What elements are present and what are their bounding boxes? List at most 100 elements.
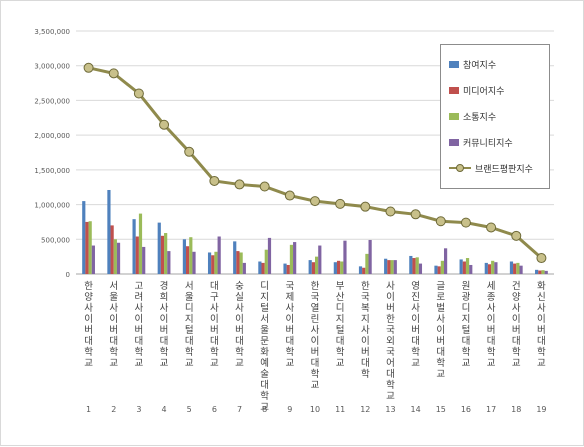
legend-label-community: 커뮤니티지수 [463, 138, 513, 149]
legend-item-brand-reputation: 브랜드평판지수 [449, 155, 543, 181]
brand-reputation-point [234, 179, 245, 190]
bar [384, 258, 388, 274]
legend: 참여지수 미디어지수 소통지수 커뮤니티지수 브랜드평판지수 [440, 44, 550, 189]
bar [538, 270, 542, 274]
legend-label-communication: 소통지수 [463, 112, 497, 123]
bar [462, 261, 466, 274]
legend-swatch-communication [449, 112, 459, 120]
y-tick-label: 1,000,000 [34, 202, 70, 210]
brand-reputation-point [536, 253, 547, 264]
brand-reputation-point [284, 190, 295, 201]
bar [469, 264, 473, 274]
x-index-label: 18 [511, 405, 521, 414]
brand-reputation-point [108, 68, 119, 79]
legend-swatch-participation [449, 60, 459, 68]
x-index-label: 3 [136, 405, 141, 414]
bar [110, 225, 114, 274]
legend-label-media: 미디어지수 [463, 86, 505, 97]
bar [293, 242, 297, 274]
legend-swatch-community [449, 138, 459, 146]
legend-label-participation: 참여지수 [463, 60, 497, 71]
bar [393, 260, 397, 274]
bar [157, 222, 161, 274]
bar [340, 261, 344, 274]
bar [267, 237, 272, 274]
bar [88, 221, 92, 274]
y-tick-label: 0 [66, 271, 70, 279]
bar [343, 240, 347, 274]
bar [116, 242, 121, 274]
bar [132, 219, 136, 274]
bar [519, 265, 523, 274]
brand-reputation-point [259, 181, 270, 192]
bar [509, 261, 514, 274]
legend-label-brand-reputation: 브랜드평판지수 [475, 164, 533, 175]
legend-line-brand-reputation [449, 164, 471, 172]
bar [258, 261, 262, 274]
bar [167, 251, 171, 274]
bar [138, 213, 143, 274]
x-index-label: 11 [335, 405, 345, 414]
brand-reputation-point [486, 222, 497, 233]
bar [418, 263, 423, 274]
bar [164, 233, 168, 274]
bar [214, 251, 218, 274]
bar [286, 264, 290, 274]
x-index-label: 17 [486, 405, 496, 414]
brand-reputation-point [385, 206, 396, 217]
y-tick-label: 1,500,000 [34, 167, 70, 175]
bar [459, 259, 463, 274]
bar [318, 245, 322, 274]
brand-reputation-point [184, 146, 195, 157]
legend-item-media: 미디어지수 [449, 77, 543, 103]
bar [336, 260, 341, 274]
bar [107, 189, 111, 274]
bar [443, 248, 448, 274]
brand-reputation-point [159, 119, 170, 130]
bar [85, 221, 89, 274]
bar [491, 260, 495, 274]
bar [217, 236, 221, 274]
x-index-label: 16 [461, 405, 471, 414]
brand-reputation-point [209, 175, 220, 186]
x-index-label: 5 [187, 405, 192, 414]
x-index-label: 12 [360, 405, 370, 414]
x-index-label: 4 [162, 405, 167, 414]
x-index-label: 6 [212, 405, 217, 414]
bar [358, 266, 363, 274]
bar [440, 260, 444, 274]
bar [390, 260, 394, 274]
x-index-label: 7 [237, 405, 242, 414]
bar [192, 251, 196, 274]
bar [186, 246, 190, 274]
bar [409, 255, 413, 274]
bar [182, 239, 187, 274]
bar [365, 253, 369, 274]
brand-reputation-point [511, 230, 522, 241]
bar [239, 252, 243, 274]
legend-item-community: 커뮤니티지수 [449, 129, 543, 155]
x-index-label: 13 [385, 405, 395, 414]
brand-reputation-point [460, 217, 471, 228]
y-tick-label: 2,500,000 [34, 97, 70, 105]
bar [544, 270, 548, 274]
bar [465, 258, 470, 274]
x-index-label: 8 [262, 405, 267, 414]
x-index-label: 10 [310, 405, 320, 414]
bar [513, 263, 517, 274]
bar [487, 264, 492, 274]
